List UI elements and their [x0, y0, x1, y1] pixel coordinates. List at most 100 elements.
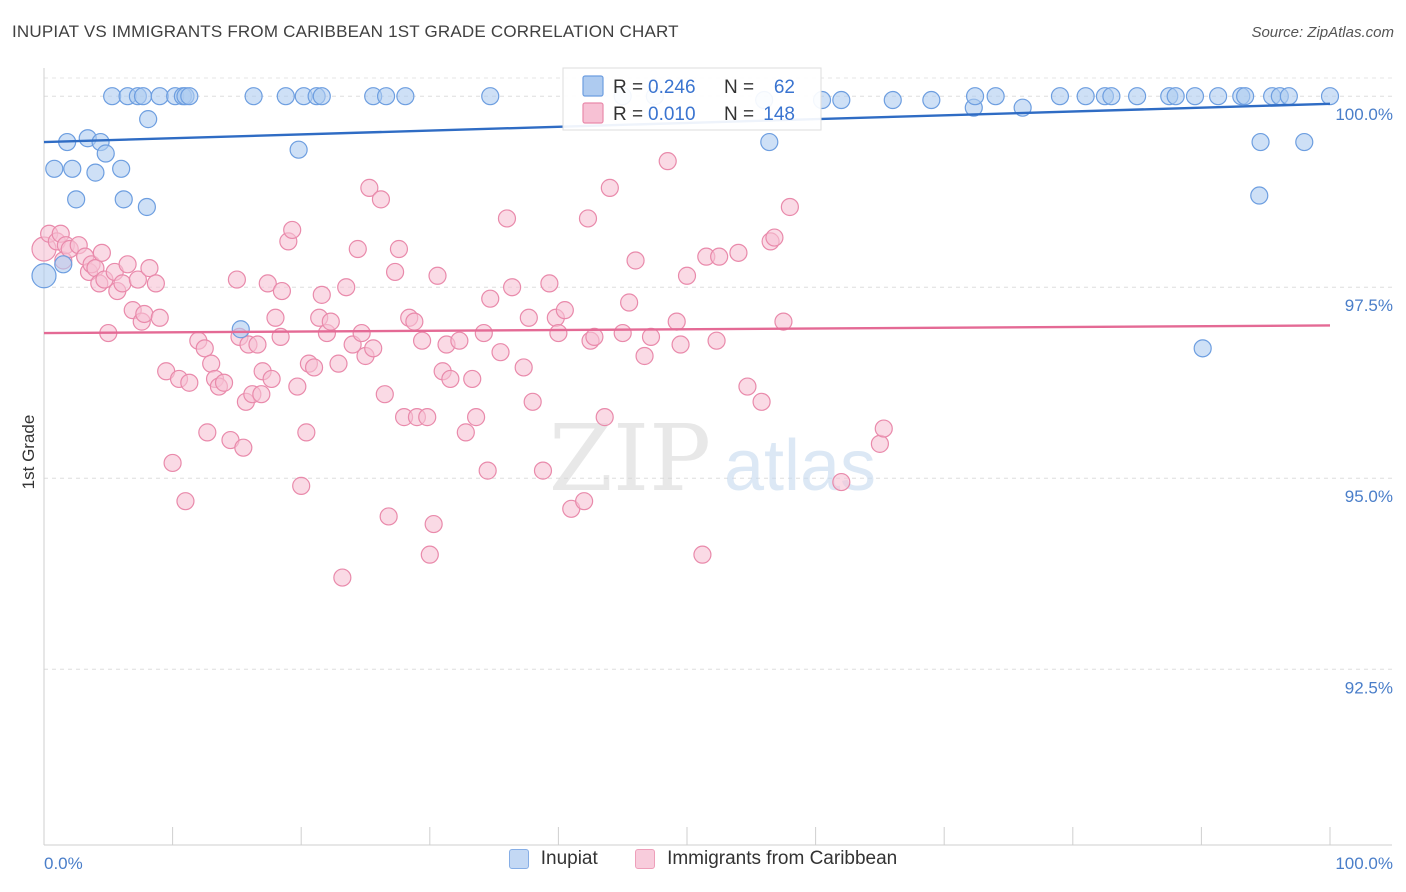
points — [31, 87, 1340, 587]
caribbean-point — [523, 392, 542, 411]
caribbean-point — [360, 178, 379, 197]
source-label: Source: ZipAtlas.com — [1251, 24, 1394, 41]
caribbean-point — [667, 312, 686, 331]
legend-label-caribbean: Immigrants from Caribbean — [667, 848, 898, 869]
caribbean-point — [497, 209, 517, 228]
x-tick-label-left: 0.0% — [44, 854, 83, 873]
caribbean-point — [729, 243, 748, 262]
inupiat-point — [67, 190, 86, 209]
legend: Inupiat Immigrants from Caribbean — [0, 848, 1406, 875]
inupiat-point — [376, 87, 396, 106]
caribbean-point — [379, 507, 398, 526]
inupiat-point — [1166, 87, 1185, 106]
trend-lines — [43, 102, 1331, 335]
caribbean-point — [514, 358, 533, 377]
caribbean-point — [474, 323, 493, 343]
inupiat-point — [1279, 87, 1298, 106]
inupiat-point — [1076, 87, 1095, 106]
caribbean-point — [118, 255, 137, 274]
caribbean-point — [595, 408, 614, 427]
caribbean-point — [774, 312, 793, 331]
inupiat-point — [31, 263, 57, 289]
caribbean-point — [707, 331, 726, 350]
inupiat-point — [1209, 87, 1228, 106]
caribbean-point — [549, 323, 568, 343]
caribbean-point — [641, 327, 661, 346]
inupiat-point — [883, 90, 902, 110]
caribbean-point — [533, 461, 553, 480]
y-tick-label: 97.5% — [1345, 296, 1393, 315]
inupiat-point — [1102, 87, 1121, 106]
caribbean-point — [375, 385, 394, 404]
caribbean-point — [738, 377, 757, 396]
inupiat-point — [1320, 87, 1340, 106]
legend-label-inupiat: Inupiat — [540, 848, 598, 869]
caribbean-point — [297, 423, 316, 442]
stats-n-value: 62 — [774, 77, 795, 98]
inupiat-point — [63, 159, 82, 178]
inupiat-point — [289, 140, 308, 159]
stats-n-label: N = — [724, 104, 754, 125]
caribbean-point — [456, 423, 475, 442]
inupiat-point — [760, 132, 779, 152]
caribbean-point — [765, 228, 784, 247]
caribbean-point — [283, 220, 302, 240]
inupiat-point — [1127, 87, 1147, 106]
watermark-zip: ZIP — [549, 405, 711, 512]
caribbean-point — [146, 274, 165, 293]
caribbean-point — [693, 545, 712, 564]
caribbean-point — [198, 423, 217, 442]
y-tick-label: 95.0% — [1345, 487, 1393, 506]
inupiat-point — [1193, 339, 1212, 358]
caribbean-point — [578, 209, 598, 228]
caribbean-point — [258, 274, 277, 293]
caribbean-point — [371, 190, 391, 209]
caribbean-point — [389, 239, 409, 259]
caribbean-trend-line — [43, 324, 1331, 335]
caribbean-point — [262, 369, 281, 389]
legend-item-caribbean[interactable]: Immigrants from Caribbean — [635, 848, 897, 870]
inupiat-point — [396, 87, 415, 106]
caribbean-point — [491, 343, 510, 362]
watermark-atlas: atlas — [724, 426, 876, 506]
chart-title: INUPIAT VS IMMIGRANTS FROM CARIBBEAN 1ST… — [12, 22, 679, 41]
stats-n-value: 148 — [763, 104, 795, 125]
inupiat-point — [1251, 132, 1270, 152]
caribbean-point — [202, 354, 221, 373]
caribbean-point — [113, 274, 132, 293]
watermark: ZIP atlas — [549, 405, 876, 512]
caribbean-point — [540, 274, 559, 293]
inupiat-point — [133, 87, 153, 106]
inupiat-point — [986, 87, 1005, 106]
inupiat-point — [45, 159, 64, 178]
caribbean-point — [575, 492, 594, 511]
stats-swatch — [582, 75, 604, 97]
inupiat-point — [244, 87, 263, 106]
caribbean-point — [463, 369, 482, 389]
legend-item-inupiat[interactable]: Inupiat — [508, 848, 598, 870]
inupiat-point — [137, 197, 156, 217]
inupiat-point — [180, 87, 199, 106]
stats-r-label: R = — [613, 77, 643, 98]
caribbean-point — [195, 339, 214, 358]
caribbean-point — [478, 461, 497, 480]
inupiat-point — [139, 110, 158, 129]
inupiat-point — [150, 87, 169, 106]
caribbean-point — [163, 453, 182, 473]
inupiat-point — [112, 159, 131, 178]
caribbean-point — [140, 259, 159, 278]
caribbean-point — [329, 354, 348, 373]
caribbean-point — [870, 434, 890, 453]
inupiat-point — [832, 90, 851, 110]
stats-r-value: 0.246 — [648, 77, 696, 98]
caribbean-point — [227, 270, 246, 289]
inupiat-point — [86, 163, 105, 182]
caribbean-point — [321, 312, 340, 331]
caribbean-point — [503, 278, 522, 297]
inupiat-point — [1250, 186, 1269, 205]
caribbean-point — [424, 514, 443, 534]
inupiat-point — [1050, 87, 1070, 106]
caribbean-point — [352, 323, 371, 343]
caribbean-point — [128, 270, 147, 289]
